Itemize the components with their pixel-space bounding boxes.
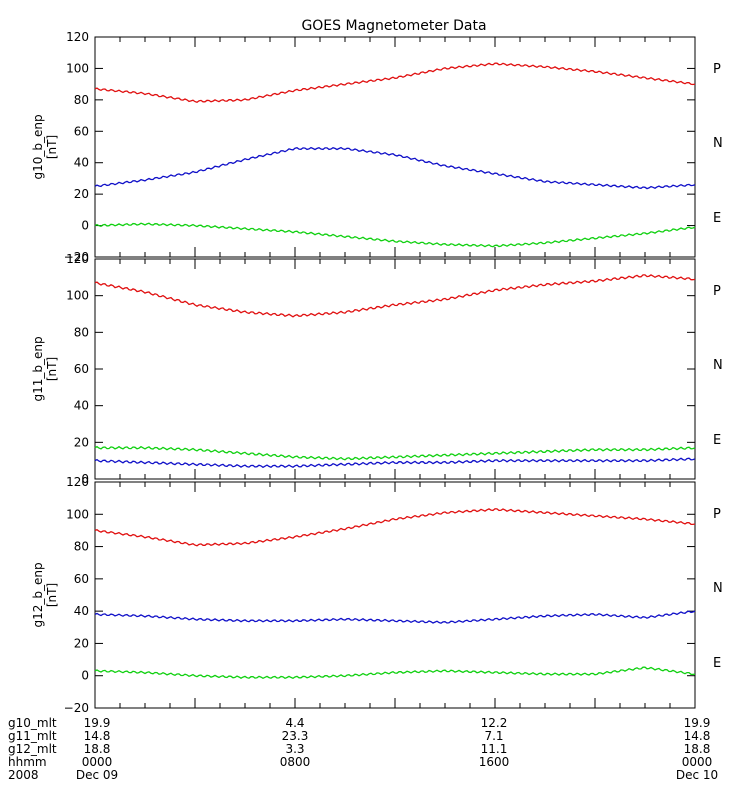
legend-label-P: P <box>713 284 721 299</box>
y-tick-label: 80 <box>74 325 89 339</box>
legend-label-E: E <box>713 656 721 671</box>
table-row-label: g11_mlt <box>8 729 57 743</box>
y-tick-label: 80 <box>74 540 89 554</box>
panel-frame <box>94 258 696 480</box>
y-tick-label: 80 <box>74 93 89 107</box>
table-cell: 18.8 <box>684 742 711 756</box>
table-cell: 7.1 <box>484 729 503 743</box>
panel-2: 120 100 80 60 40 20 0 g11_b_enp [nT] P N E <box>31 252 723 486</box>
legend-label-N: N <box>713 581 723 596</box>
series-line-E <box>94 146 696 190</box>
table-row-label: g12_mlt <box>8 742 57 756</box>
table-cell: 19.9 <box>84 716 111 730</box>
legend-label-E: E <box>713 433 721 448</box>
y-tick-label: 120 <box>66 475 89 489</box>
y-tick-label: 100 <box>66 289 89 303</box>
table-cell: 12.2 <box>481 716 508 730</box>
table-row-label: hhmm <box>8 755 47 769</box>
y-tick-label: 120 <box>66 30 89 44</box>
y-tick-label: 20 <box>74 187 89 201</box>
y-tick-label: 60 <box>74 124 89 138</box>
y-tick-label: 0 <box>81 472 89 486</box>
y-tick-label: 40 <box>74 156 89 170</box>
legend-label-N: N <box>713 358 723 373</box>
table-cell: 4.4 <box>285 716 304 730</box>
y-tick-label: 60 <box>74 572 89 586</box>
table-cell: 23.3 <box>282 729 309 743</box>
y-tick-label: 0 <box>81 219 89 233</box>
series-line-N <box>94 445 696 461</box>
table-cell: 3.3 <box>285 742 304 756</box>
y-tick-label: 120 <box>66 252 89 266</box>
y-tick-label: 100 <box>66 507 89 521</box>
table-row-label: g10_mlt <box>8 716 57 730</box>
table-cell: Dec 10 <box>676 768 718 782</box>
y-axis-label: g10_b_enp <box>31 114 45 179</box>
y-tick-label: −20 <box>64 250 89 264</box>
legend-label-E: E <box>713 211 721 226</box>
y-tick-label: 40 <box>74 604 89 618</box>
y-tick-label: 100 <box>66 61 89 75</box>
y-axis-label: g12_b_enp <box>31 562 45 627</box>
y-tick-label: −20 <box>64 701 89 715</box>
table-cell: 14.8 <box>684 729 711 743</box>
series-line-P <box>94 274 696 318</box>
y-axis-unit: [nT] <box>45 357 59 381</box>
table-cell: Dec 09 <box>76 768 118 782</box>
table-cell: 1600 <box>479 755 510 769</box>
y-axis-unit: [nT] <box>45 135 59 159</box>
y-tick-label: 40 <box>74 399 89 413</box>
y-tick-label: 20 <box>74 636 89 650</box>
series-line-N <box>94 222 696 248</box>
bottom-table: g10_mlt 19.9 4.4 12.2 19.9 g11_mlt 14.8 23.3 7.1… <box>8 716 718 782</box>
chart-title: GOES Magnetometer Data <box>301 18 486 34</box>
series-line-E <box>94 610 696 624</box>
legend-label-N: N <box>713 136 723 151</box>
series-line-P <box>94 508 696 547</box>
y-tick-label: 0 <box>81 669 89 683</box>
table-cell: 0800 <box>280 755 311 769</box>
table-cell: 11.1 <box>481 742 508 756</box>
y-axis-label: g11_b_enp <box>31 336 45 401</box>
y-axis-unit: [nT] <box>45 583 59 607</box>
series-line-E <box>94 457 696 469</box>
y-tick-label: 20 <box>74 435 89 449</box>
table-row-label: 2008 <box>8 768 39 782</box>
y-tick-label: 60 <box>74 362 89 376</box>
table-cell: 0000 <box>682 755 713 769</box>
table-cell: 19.9 <box>684 716 711 730</box>
table-cell: 14.8 <box>84 729 111 743</box>
panel-3: 120 100 80 60 40 20 0 −20 g12_b_enp [nT] P N E <box>31 475 723 715</box>
legend-label-P: P <box>713 62 721 77</box>
panel-1: 120 100 80 60 40 20 0 −20 g10_b_enp [nT] P N E <box>31 30 723 264</box>
series-line-N <box>94 666 696 680</box>
series-line-P <box>94 62 696 104</box>
table-cell: 18.8 <box>84 742 111 756</box>
table-cell: 0000 <box>82 755 113 769</box>
legend-label-P: P <box>713 507 721 522</box>
